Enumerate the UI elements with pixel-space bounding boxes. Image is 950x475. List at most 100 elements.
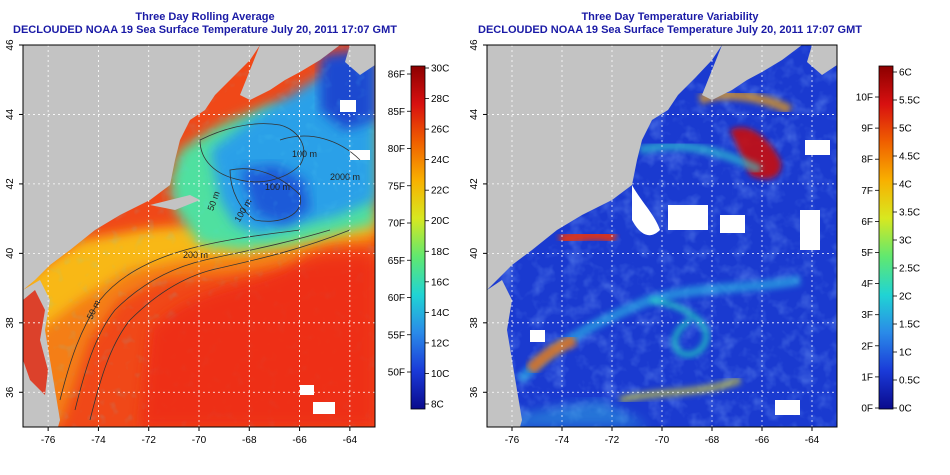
left-land-nova-scotia xyxy=(345,45,375,75)
lon-tick-label: -74 xyxy=(555,435,570,446)
colorbar-label-right: 24C xyxy=(431,155,449,166)
colorbar-label-right: 0C xyxy=(899,404,912,415)
lat-tick-label: 38 xyxy=(469,317,480,329)
colorbar-label-right: 2.5C xyxy=(899,264,920,275)
lat-tick-label: 36 xyxy=(5,386,16,398)
colorbar-label-left: 3F xyxy=(861,310,873,321)
lat-tick-label: 42 xyxy=(5,178,16,190)
colorbar-label-right: 5.5C xyxy=(899,96,920,107)
colorbar-label-right: 3C xyxy=(899,236,912,247)
lat-tick-label: 36 xyxy=(469,386,480,398)
colorbar-label-right: 5C xyxy=(899,124,912,135)
left-grid xyxy=(23,44,375,427)
left-land-maine xyxy=(240,45,340,100)
colorbar-label-right: 16C xyxy=(431,277,449,288)
lon-tick-label: -66 xyxy=(755,435,770,446)
left-contour-georges xyxy=(199,123,305,183)
colorbar-label-left: 8F xyxy=(861,155,873,166)
right-hot-spot-1 xyxy=(558,228,618,246)
right-cloud-3 xyxy=(800,210,820,250)
lat-tick-label: 44 xyxy=(5,108,16,120)
right-colorbar xyxy=(878,65,894,410)
colorbar-label-right: 10C xyxy=(431,369,449,380)
right-south-band xyxy=(487,400,650,427)
colorbar-label-right: 1C xyxy=(899,348,912,359)
colorbar-label-right: 6C xyxy=(899,68,912,79)
lon-tick-label: -72 xyxy=(141,435,156,446)
right-cloud-4 xyxy=(805,140,830,155)
lat-tick-label: 44 xyxy=(469,108,480,120)
right-title-line2: DECLOUDED NOAA 19 Sea Surface Temperatur… xyxy=(478,24,862,36)
colorbar-label-left: 0F xyxy=(861,404,873,415)
right-hot-coast-1 xyxy=(525,334,578,375)
right-grid xyxy=(487,44,837,427)
right-hot-spot-2 xyxy=(730,127,781,180)
left-contour-label-6: 200 m xyxy=(183,250,208,260)
colorbar-label-left: 55F xyxy=(388,330,405,341)
colorbar-label-left: 70F xyxy=(388,219,405,230)
lon-tick-label: -74 xyxy=(91,435,106,446)
left-contour-basin xyxy=(229,168,301,222)
left-cloud-1 xyxy=(313,402,335,414)
left-axis-ticks: -76 -74 -72 -70 -68 -66 -64 36 38 40 42 44 46 xyxy=(5,39,358,446)
left-cloud-4 xyxy=(340,100,356,112)
lon-tick-label: -70 xyxy=(192,435,207,446)
colorbar-label-right: 2C xyxy=(899,292,912,303)
left-title-line1: Three Day Rolling Average xyxy=(135,11,275,23)
left-map: 100 m 100 m 2000 m 100 m 50 m 200 m 50 m xyxy=(23,45,375,427)
left-title-line2: DECLOUDED NOAA 19 Sea Surface Temperatur… xyxy=(13,24,397,36)
right-title-line1: Three Day Temperature Variability xyxy=(581,11,759,23)
colorbar-label-left: 5F xyxy=(861,248,873,259)
colorbar-label-right: 8C xyxy=(431,400,444,411)
left-contour-2000m xyxy=(89,229,351,421)
colorbar-label-right: 4C xyxy=(899,180,912,191)
lon-tick-label: -64 xyxy=(343,435,358,446)
left-colorbar-labels: 86F 85F 80F 75F 70F 65F 60F 55F 50F 30C 28C 26C 24C 2… xyxy=(388,64,450,411)
left-colorbar xyxy=(410,65,426,410)
left-land-mainland xyxy=(23,45,260,290)
colorbar-label-right: 0.5C xyxy=(899,376,920,387)
colorbar-label-right: 3.5C xyxy=(899,208,920,219)
colorbar-label-left: 2F xyxy=(861,341,873,352)
right-front-north xyxy=(697,89,793,115)
lat-tick-label: 46 xyxy=(469,39,480,51)
right-land-nova-scotia xyxy=(807,45,837,75)
right-colorbar-labels: 10F 9F 8F 7F 6F 5F 4F 3F 2F 1F 0F 6C 5.5C 5C 4.5C 4C 3.5… xyxy=(856,68,920,415)
right-cloud-1 xyxy=(668,205,708,230)
colorbar-label-right: 26C xyxy=(431,125,449,136)
left-cloud-2 xyxy=(300,385,314,395)
right-cloud-6 xyxy=(530,330,545,342)
lat-tick-label: 40 xyxy=(5,247,16,259)
colorbar-label-left: 50F xyxy=(388,368,405,379)
colorbar-label-left: 86F xyxy=(388,70,405,81)
left-contour-50m xyxy=(59,229,301,401)
lat-tick-label: 38 xyxy=(5,317,16,329)
left-land-long-island xyxy=(150,195,200,210)
right-map xyxy=(487,45,837,427)
right-front-mid xyxy=(638,141,763,175)
left-cloud-3 xyxy=(350,150,370,160)
colorbar-label-left: 80F xyxy=(388,144,405,155)
right-cloud-7 xyxy=(632,185,660,236)
lon-tick-label: -64 xyxy=(805,435,820,446)
colorbar-label-left: 1F xyxy=(861,372,873,383)
colorbar-label-left: 7F xyxy=(861,186,873,197)
colorbar-label-right: 18C xyxy=(431,247,449,258)
colorbar-label-right: 28C xyxy=(431,94,449,105)
right-land-south xyxy=(487,280,522,427)
colorbar-label-right: 14C xyxy=(431,308,449,319)
lon-tick-label: -68 xyxy=(705,435,720,446)
colorbar-label-right: 1.5C xyxy=(899,320,920,331)
lat-tick-label: 40 xyxy=(469,247,480,259)
left-estuary-warm xyxy=(23,290,48,395)
right-front-south xyxy=(619,376,742,404)
lat-tick-label: 42 xyxy=(469,178,480,190)
right-axis-ticks: -76 -74 -72 -70 -68 -66 -64 36 38 40 42 44 46 xyxy=(469,39,820,446)
left-contour-label-2: 100 m xyxy=(265,182,290,192)
left-contour-200m xyxy=(74,229,331,411)
left-map-title: Three Day Rolling Average DECLOUDED NOAA… xyxy=(0,11,410,37)
left-contour-label-1: 100 m xyxy=(292,149,317,159)
lon-tick-label: -72 xyxy=(605,435,620,446)
right-eddy xyxy=(649,297,710,358)
